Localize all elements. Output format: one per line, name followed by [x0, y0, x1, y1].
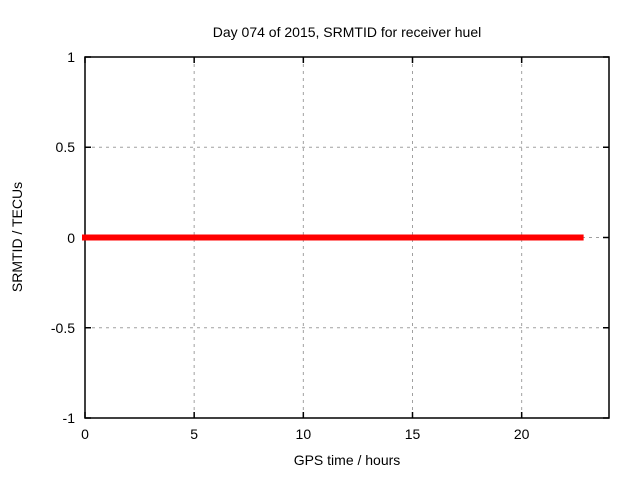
y-tick-label: 1 [67, 49, 75, 65]
chart-title: Day 074 of 2015, SRMTID for receiver hue… [212, 24, 482, 40]
y-tick-label: 0.5 [55, 139, 75, 156]
x-tick-label: 10 [295, 426, 312, 442]
x-tick-label: 5 [190, 426, 199, 442]
plot-area [82, 56, 610, 419]
x-tick-label: 15 [404, 426, 421, 442]
y-tick-label: -0.5 [50, 319, 75, 336]
x-tick-label: 0 [81, 426, 89, 442]
y-tick-label: -1 [62, 410, 75, 426]
y-tick-label: 0 [67, 229, 75, 246]
x-axis-label: GPS time / hours [293, 452, 401, 468]
x-tick-label: 20 [513, 426, 530, 442]
